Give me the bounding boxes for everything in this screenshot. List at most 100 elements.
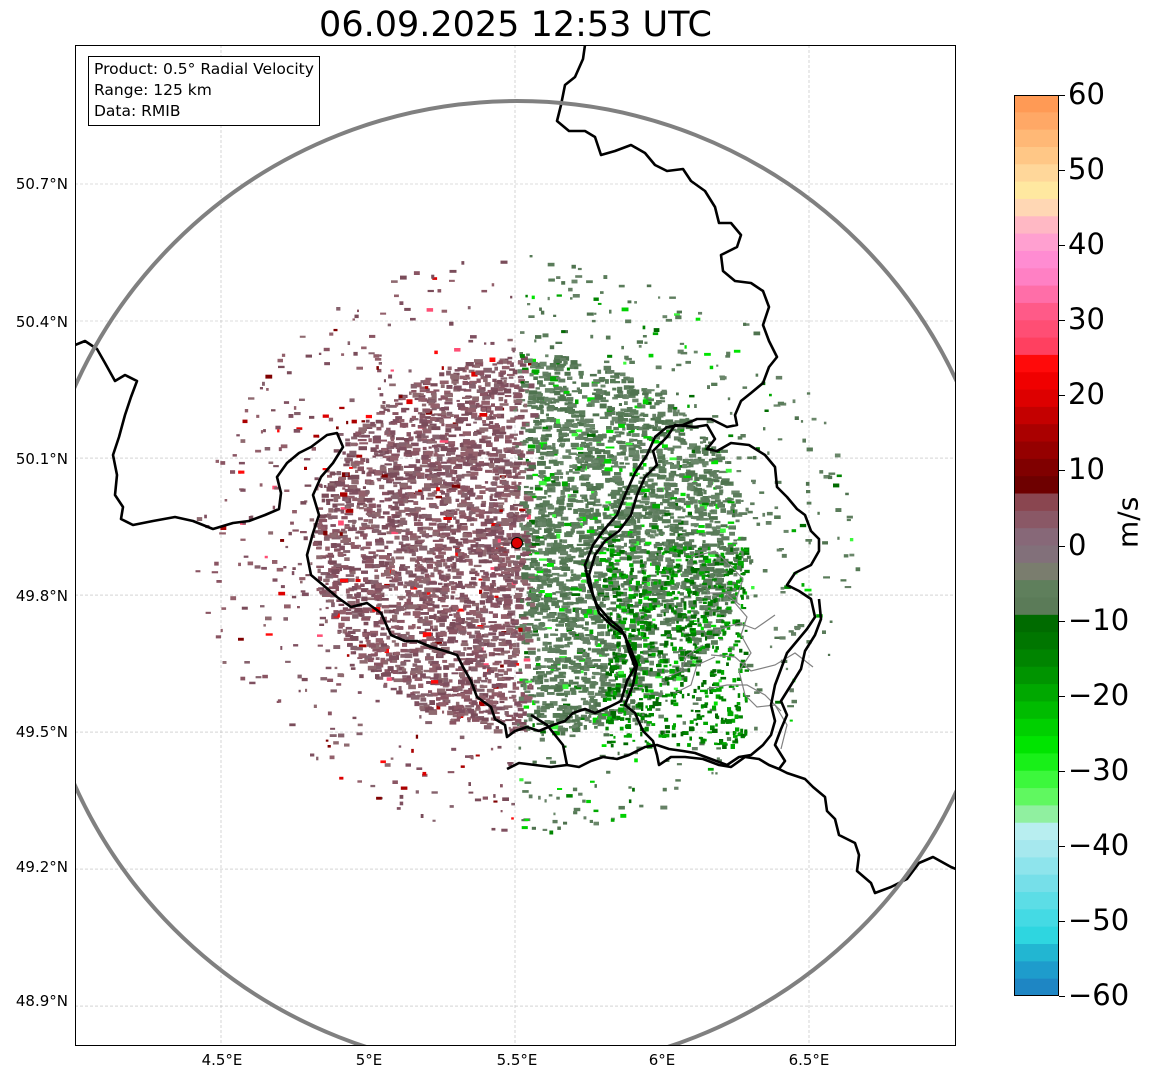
echo-pixel: [531, 369, 540, 373]
echo-pixel: [525, 390, 529, 394]
echo-pixel: [360, 547, 365, 551]
echo-pixel: [526, 591, 532, 594]
echo-pixel: [622, 449, 627, 452]
echo-pixel: [489, 700, 497, 705]
echo-pixel: [541, 582, 548, 586]
echo-pixel: [439, 479, 446, 482]
echo-pixel: [416, 556, 423, 562]
echo-pixel: [612, 410, 616, 415]
echo-pixel: [689, 539, 695, 543]
echo-pixel: [595, 457, 605, 463]
radar-map[interactable]: [75, 45, 956, 1046]
echo-pixel: [512, 698, 517, 702]
echo-pixel: [397, 581, 404, 586]
echo-pixel: [636, 584, 643, 589]
echo-pixel: [718, 583, 727, 588]
echo-pixel: [634, 463, 638, 467]
echo-pixel: [554, 422, 561, 426]
echo-pixel: [372, 555, 377, 559]
echo-pixel: [533, 507, 543, 510]
echo-pixel: [317, 568, 321, 574]
echo-pixel: [546, 692, 555, 695]
echo-pixel: [524, 697, 532, 703]
echo-pixel: [559, 592, 568, 598]
echo-pixel: [558, 556, 565, 559]
echo-pixel: [466, 518, 472, 522]
echo-pixel: [489, 421, 494, 425]
echo-pixel: [671, 528, 679, 533]
echo-pixel: [547, 648, 557, 653]
echo-pixel: [651, 646, 659, 651]
echo-pixel: [468, 634, 475, 639]
echo-pixel: [564, 637, 571, 641]
echo-pixel: [655, 494, 665, 499]
echo-pixel: [519, 430, 524, 435]
echo-pixel: [599, 547, 607, 551]
echo-pixel: [373, 625, 381, 628]
echo-pixel: [512, 465, 520, 470]
echo-pixel: [715, 503, 720, 509]
echo-pixel: [436, 456, 443, 462]
echo-pixel: [583, 725, 587, 730]
echo-pixel: [393, 481, 401, 484]
echo-pixel: [479, 427, 489, 432]
echo-pixel: [352, 629, 361, 632]
echo-pixel: [395, 402, 403, 406]
echo-pixel: [394, 574, 399, 579]
echo-pixel: [426, 420, 431, 424]
echo-pixel: [565, 398, 574, 402]
echo-pixel: [510, 519, 517, 524]
echo-pixel: [575, 607, 582, 610]
echo-pixel: [709, 473, 714, 477]
echo-pixel: [400, 648, 408, 653]
echo-pixel: [569, 364, 579, 370]
echo-pixel: [647, 534, 654, 538]
echo-pixel: [724, 595, 730, 598]
echo-pixel: [466, 611, 472, 616]
echo-pixel: [354, 585, 362, 590]
echo-pixel: [388, 479, 395, 482]
echo-pixel: [466, 617, 475, 621]
echo-pixel: [455, 498, 460, 502]
echo-pixel: [501, 459, 510, 463]
echo-pixel: [464, 709, 468, 712]
echo-pixel: [557, 692, 565, 696]
echo-pixel: [407, 546, 413, 550]
echo-pixel: [426, 603, 435, 606]
echo-pixel: [525, 598, 531, 601]
echo-pixel: [486, 442, 493, 447]
echo-pixel: [570, 410, 580, 414]
echo-pixel: [543, 443, 548, 448]
echo-pixel: [406, 581, 416, 587]
echo-pixel: [500, 377, 508, 380]
echo-pixel: [522, 439, 528, 442]
echo-pixel: [418, 591, 423, 595]
echo-pixel: [505, 640, 512, 644]
echo-pixel: [448, 488, 456, 492]
echo-pixel: [674, 553, 681, 558]
echo-pixel: [587, 647, 592, 651]
echo-pixel: [615, 411, 625, 416]
echo-pixel: [350, 542, 355, 547]
echo-pixel: [380, 464, 385, 467]
echo-pixel: [414, 544, 423, 547]
echo-pixel: [632, 467, 638, 472]
echo-pixel: [451, 566, 457, 570]
echo-pixel: [681, 520, 689, 526]
echo-pixel: [452, 705, 458, 710]
echo-pixel: [667, 421, 676, 426]
echo-pixel: [643, 413, 649, 417]
echo-pixel: [426, 636, 435, 641]
echo-pixel: [670, 604, 677, 607]
echo-pixel: [407, 500, 414, 503]
echo-pixel: [614, 431, 623, 434]
echo-pixel: [448, 706, 454, 710]
echo-pixel: [502, 574, 511, 577]
echo-pixel: [325, 582, 329, 585]
echo-pixel: [528, 683, 533, 689]
echo-pixel: [539, 507, 543, 513]
echo-pixel: [615, 568, 621, 574]
echo-pixel: [419, 389, 428, 393]
echo-pixel: [409, 493, 417, 499]
echo-pixel: [421, 487, 431, 492]
